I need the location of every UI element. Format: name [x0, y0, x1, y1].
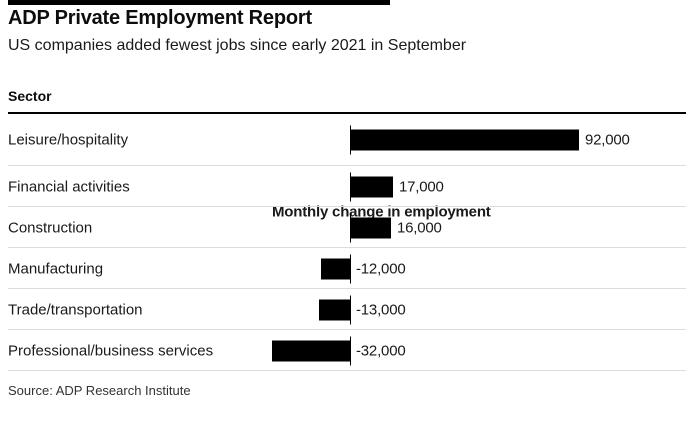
source-note: Source: ADP Research Institute [8, 383, 191, 398]
table-row: Manufacturing -12,000 [0, 248, 693, 289]
value-label: 16,000 [397, 219, 442, 236]
employment-bar [321, 258, 351, 279]
top-rule [8, 0, 390, 5]
table-row: Trade/transportation -13,000 [0, 289, 693, 330]
employment-bar [272, 340, 351, 361]
table-row: Leisure/hospitality 92,000 [0, 114, 693, 166]
chart-subtitle: US companies added fewest jobs since ear… [8, 37, 467, 54]
value-column-header: Monthly change in employment [272, 203, 491, 220]
sector-label: Trade/transportation [8, 301, 143, 318]
employment-bar [319, 299, 351, 320]
sector-label: Professional/business services [8, 342, 214, 359]
table-row: Professional/business services -32,000 [0, 330, 693, 371]
row-separator [8, 247, 686, 248]
row-separator [8, 206, 686, 207]
zero-axis-tick [350, 213, 351, 242]
row-separator [8, 370, 686, 371]
value-label: -32,000 [356, 342, 406, 359]
value-label: 92,000 [585, 131, 630, 149]
sector-label: Construction [8, 219, 93, 236]
row-separator [8, 329, 686, 330]
value-label: -13,000 [356, 301, 406, 318]
sector-column-header: Sector [8, 88, 52, 104]
row-separator [8, 288, 686, 289]
employment-bar [351, 217, 391, 238]
zero-axis-tick [350, 125, 351, 155]
zero-axis-tick [350, 172, 351, 201]
table-row: Financial activities 17,000 [0, 166, 693, 207]
employment-bar [351, 129, 579, 151]
sector-label: Manufacturing [8, 260, 104, 277]
sector-label: Financial activities [8, 178, 130, 195]
header-rule [8, 112, 686, 114]
sector-label: Leisure/hospitality [8, 131, 129, 149]
value-label: 17,000 [399, 178, 444, 195]
row-separator [8, 165, 686, 166]
page-title: ADP Private Employment Report [8, 7, 312, 29]
table-row: Construction 16,000 [0, 207, 693, 248]
value-label: -12,000 [356, 260, 406, 277]
employment-bar [351, 176, 393, 197]
chart-rows: Leisure/hospitality 92,000 Financial activ… [0, 114, 693, 371]
